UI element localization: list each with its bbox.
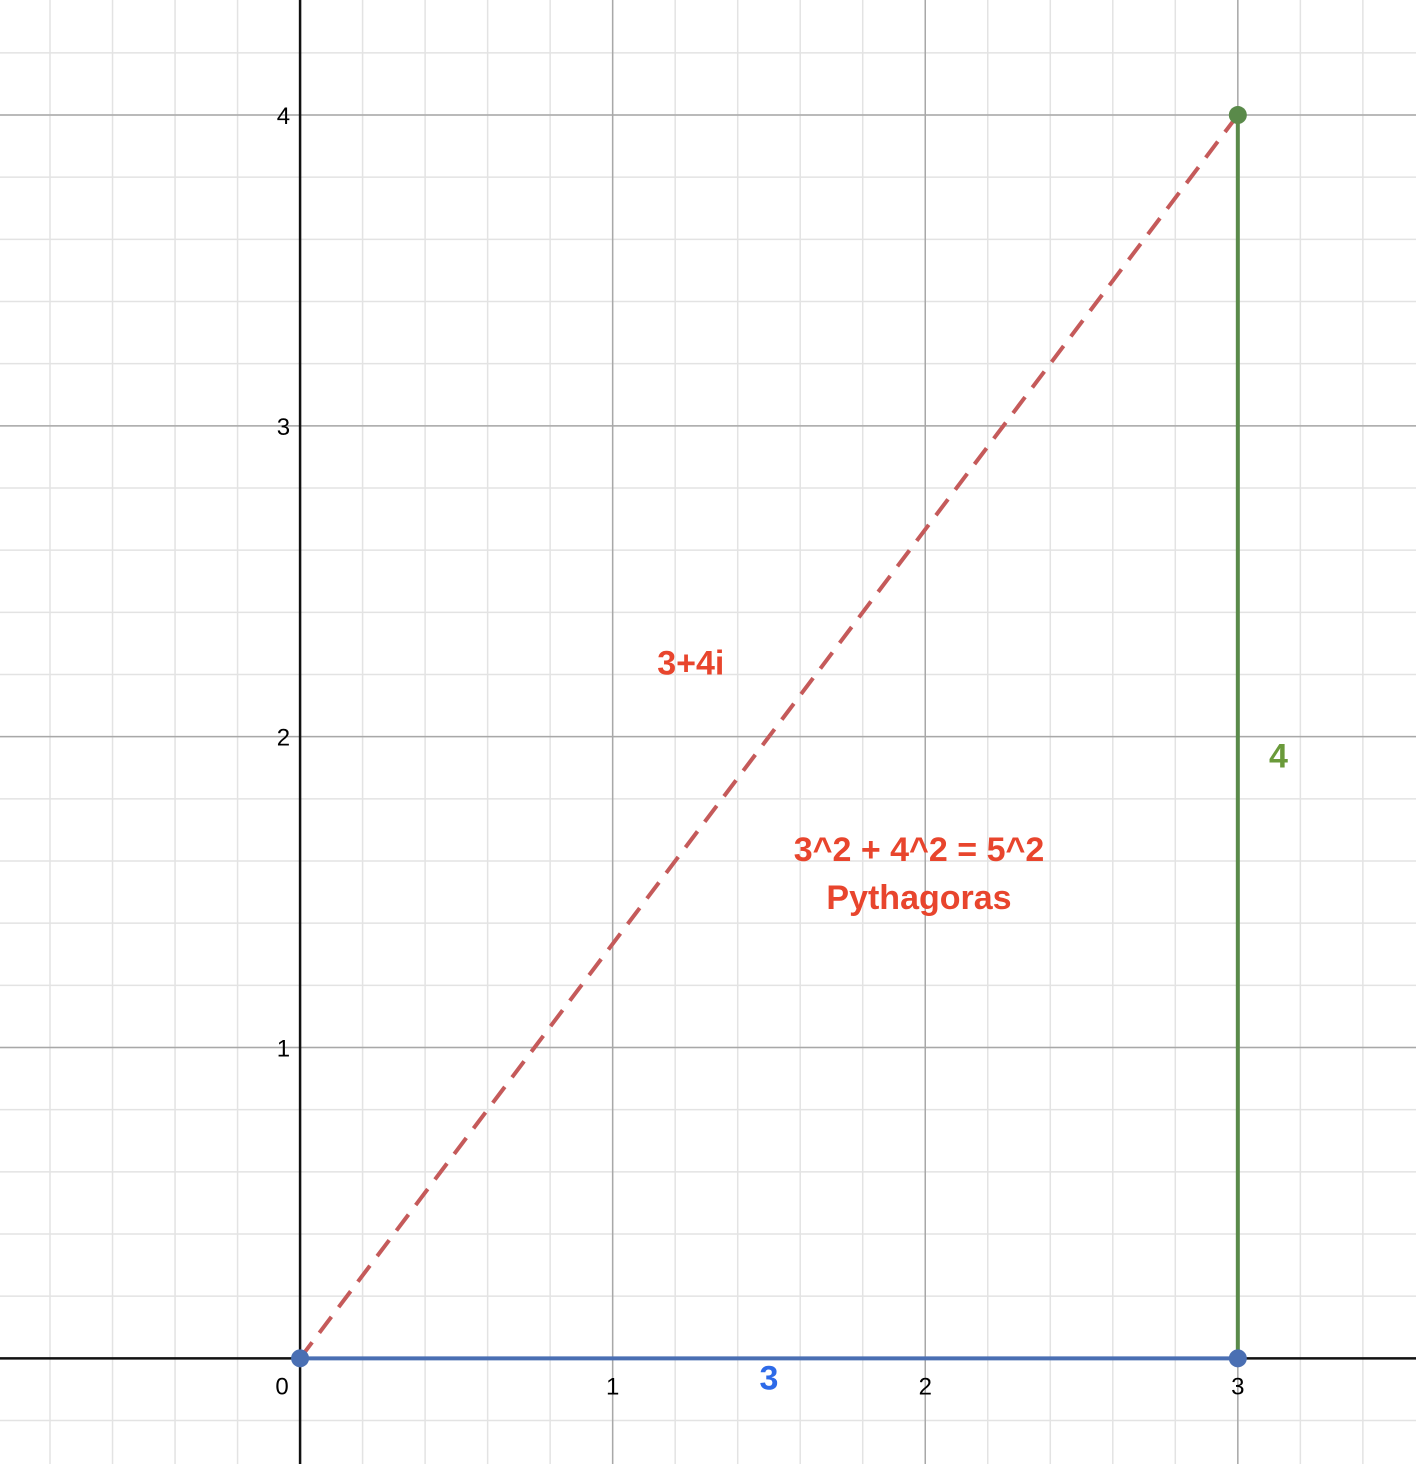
point-0[interactable] — [291, 1349, 310, 1368]
y-tick-label: 4 — [277, 103, 290, 130]
series-label-2: 4 — [1269, 738, 1288, 776]
x-tick-label: 1 — [606, 1373, 619, 1400]
plot-labels: 3+4i 3 4 3^2 + 4^2 = 5^2 Pythagoras — [657, 644, 1288, 1397]
y-tick-label: 1 — [277, 1035, 290, 1062]
y-tick-label: 2 — [277, 725, 290, 752]
x-tick-label: 3 — [1231, 1373, 1244, 1400]
plot-points — [291, 106, 1247, 1368]
y-tick-label: 3 — [277, 414, 290, 441]
annotation-0-line-0: 3^2 + 4^2 = 5^2 — [794, 831, 1045, 869]
tick-labels: 0 1 2 3 1 2 3 4 — [275, 103, 1244, 1400]
x-tick-label: 0 — [275, 1373, 288, 1400]
series-label-1: 3 — [759, 1359, 778, 1397]
series-label-0: 3+4i — [657, 644, 724, 682]
annotation-0-line-1: Pythagoras — [826, 879, 1011, 917]
plot-series — [298, 113, 1240, 1361]
x-tick-label: 2 — [919, 1373, 932, 1400]
point-1[interactable] — [1228, 1349, 1247, 1368]
point-2[interactable] — [1228, 106, 1247, 125]
series-line-0 — [298, 113, 1240, 1360]
